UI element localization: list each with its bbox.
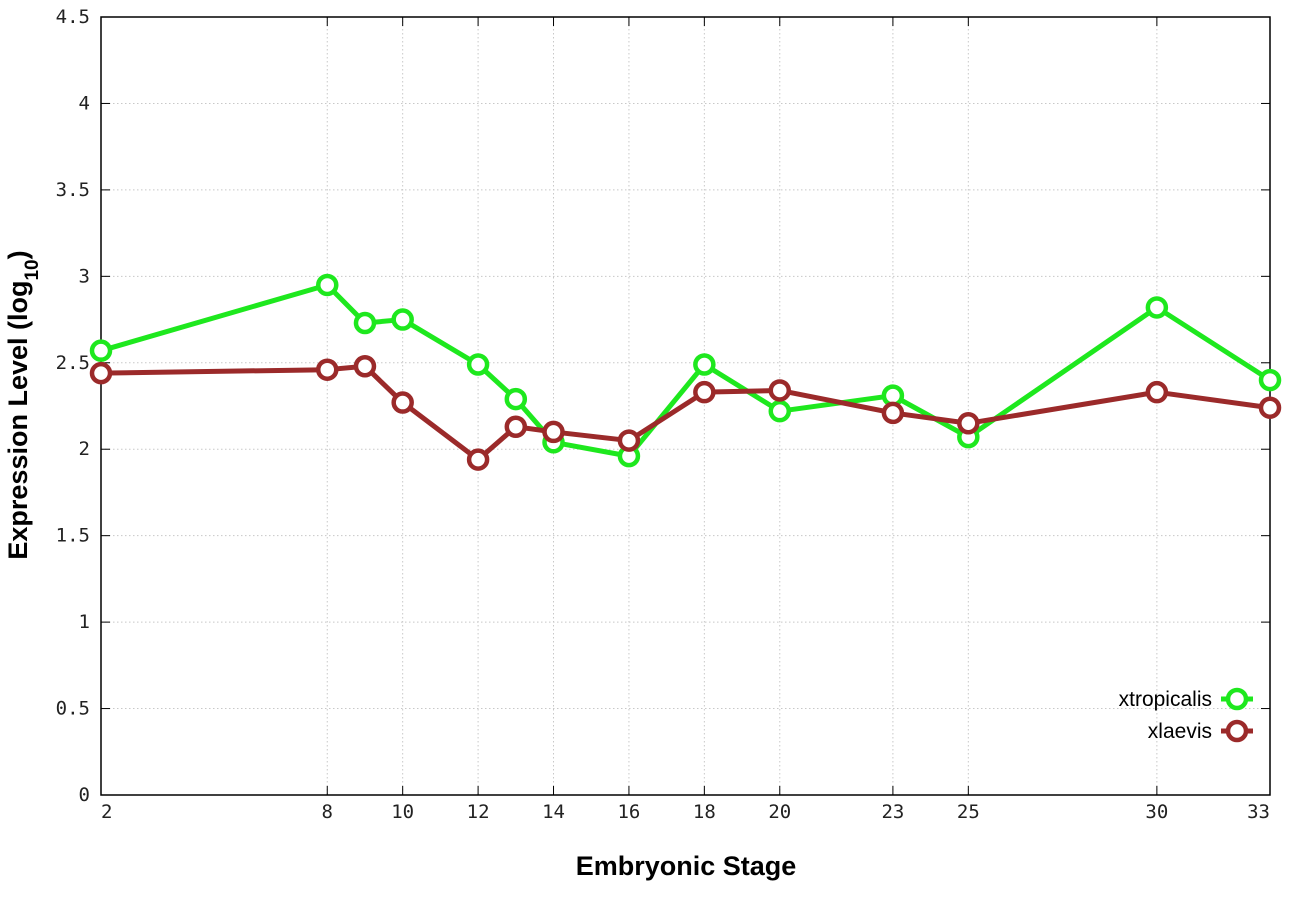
legend-label-xtropicalis: xtropicalis: [1119, 688, 1212, 711]
xtropicalis-point: [89, 339, 113, 362]
x-tick-label: 2: [101, 801, 112, 823]
y-axis-title: Expression Level (log10): [3, 250, 43, 559]
legend-label-xlaevis: xlaevis: [1148, 720, 1212, 743]
x-tick-label: 33: [1247, 801, 1270, 823]
xlaevis-point: [693, 380, 716, 404]
xtropicalis-point: [316, 273, 339, 297]
y-tick-label: 4.5: [56, 6, 90, 28]
y-tick-label: 0: [79, 784, 90, 806]
y-tick-label: 3: [79, 265, 90, 287]
xtropicalis-point: [1258, 368, 1282, 392]
xtropicalis-point: [768, 399, 792, 423]
series-xtropicalis: [89, 273, 1282, 468]
xlaevis-point: [542, 420, 565, 444]
xlaevis-point: [504, 415, 528, 438]
x-tick-label: 12: [467, 801, 490, 823]
axis-ticks: 0 0.5 1 1.5 2 2.5 3 3.5 4 4.5 2 8 10 12 14 16 18 20 23 25 30…: [56, 6, 1271, 823]
series-layer: [89, 273, 1282, 471]
y-tick-label: 2: [79, 438, 90, 460]
xlaevis-point: [881, 401, 905, 425]
xtropicalis-point: [1145, 296, 1169, 319]
xtropicalis-point: [693, 353, 716, 376]
xtropicalis-point: [466, 353, 490, 376]
xlaevis-point: [1258, 396, 1282, 419]
x-tick-label: 18: [693, 801, 716, 823]
grid: [101, 17, 1270, 795]
y-tick-label: 1: [79, 611, 90, 633]
x-tick-label: 16: [617, 801, 640, 823]
xlaevis-point: [89, 361, 113, 385]
y-axis-title-close: ): [3, 250, 33, 259]
xtropicalis-point: [391, 308, 414, 331]
legend-marker-xtropicalis: [1225, 687, 1249, 711]
y-tick-label: 2.5: [56, 352, 90, 374]
x-tick-label: 23: [881, 801, 904, 823]
x-tick-label: 20: [768, 801, 791, 823]
xlaevis-point: [316, 358, 339, 381]
y-tick-label: 4: [79, 92, 90, 114]
legend: xtropicalis xlaevis: [1119, 687, 1253, 743]
xlaevis-point: [1145, 380, 1169, 404]
series-xlaevis: [89, 354, 1282, 471]
xlaevis-point: [466, 448, 490, 471]
y-axis-title-main: Expression Level (log: [3, 281, 33, 560]
x-axis-title: Embryonic Stage: [576, 851, 797, 881]
xlaevis-point: [957, 412, 980, 435]
xlaevis-point: [617, 429, 641, 452]
x-tick-label: 10: [391, 801, 414, 823]
xlaevis-point: [353, 354, 377, 378]
x-tick-label: 25: [957, 801, 980, 823]
y-tick-label: 1.5: [56, 525, 90, 547]
legend-marker-xlaevis: [1225, 719, 1249, 743]
xlaevis-line: [100, 363, 1271, 463]
xtropicalis-point: [504, 387, 528, 411]
y-tick-label: 0.5: [56, 698, 90, 720]
x-tick-label: 8: [322, 801, 333, 823]
xtropicalis-point: [353, 311, 377, 335]
xlaevis-point: [768, 379, 792, 402]
xlaevis-point: [391, 391, 414, 414]
y-tick-label: 3.5: [56, 179, 90, 201]
y-axis-title-subscript: 10: [22, 259, 43, 280]
x-tick-label: 30: [1145, 801, 1168, 823]
x-tick-label: 14: [542, 801, 565, 823]
